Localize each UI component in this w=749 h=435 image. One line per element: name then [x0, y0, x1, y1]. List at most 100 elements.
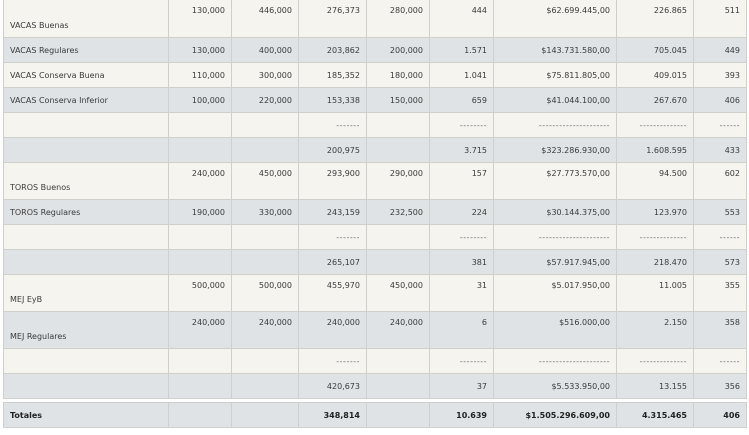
cell: 420,673 [298, 373, 367, 399]
cell: 200,975 [298, 137, 367, 163]
cell: 267.670 [616, 87, 694, 113]
cell [366, 224, 430, 250]
dash-cell: ------- [298, 224, 367, 250]
row-label: VACAS Buenas [3, 0, 169, 38]
cell: 2.150 [616, 311, 694, 349]
dash-cell: --------------------- [493, 112, 617, 138]
cell: 355 [693, 274, 747, 312]
cell: 433 [693, 137, 747, 163]
cell: 400,000 [231, 37, 299, 63]
table-row: MEJ EyB 500,000 500,000 455,970 450,000 … [3, 274, 747, 312]
cell: 240,000 [298, 311, 367, 349]
spacer-row [3, 398, 747, 403]
cell [168, 249, 232, 275]
dash-cell: -------------- [616, 348, 694, 374]
cell: $5.533.950,00 [493, 373, 617, 399]
cell: 240,000 [168, 311, 232, 349]
row-label [3, 249, 169, 275]
cell: 602 [693, 162, 747, 200]
table-row: TOROS Regulares 190,000 330,000 243,159 … [3, 199, 747, 225]
cell: 393 [693, 62, 747, 88]
separator-row: ------- -------- --------------------- -… [3, 112, 747, 138]
cell: $57.917.945,00 [493, 249, 617, 275]
table-row: MEJ Regulares 240,000 240,000 240,000 24… [3, 311, 747, 349]
cell: 94.500 [616, 162, 694, 200]
dash-cell: ------ [693, 348, 747, 374]
subtotal-row: 265,107 381 $57.917.945,00 218.470 573 [3, 249, 747, 275]
cell: 240,000 [168, 162, 232, 200]
cell: 280,000 [366, 0, 430, 38]
cell: 100,000 [168, 87, 232, 113]
cell: 190,000 [168, 199, 232, 225]
cell [366, 112, 430, 138]
cell [231, 373, 299, 399]
cell: 444 [429, 0, 494, 38]
cell: 130,000 [168, 0, 232, 38]
cell: 153,338 [298, 87, 367, 113]
row-label: VACAS Conserva Inferior [3, 87, 169, 113]
cell: 224 [429, 199, 494, 225]
cell: 240,000 [366, 311, 430, 349]
cell: 358 [693, 311, 747, 349]
dash-cell: -------- [429, 112, 494, 138]
cell: 13.155 [616, 373, 694, 399]
cell: 123.970 [616, 199, 694, 225]
cell: 1.041 [429, 62, 494, 88]
cell: 157 [429, 162, 494, 200]
cell: 446,000 [231, 0, 299, 38]
subtotal-row: 200,975 3.715 $323.286.930,00 1.608.595 … [3, 137, 747, 163]
cell: $75.811.805,00 [493, 62, 617, 88]
cell: 500,000 [168, 274, 232, 312]
cell: $323.286.930,00 [493, 137, 617, 163]
cell [168, 402, 232, 428]
cell: 31 [429, 274, 494, 312]
table-row: VACAS Conserva Buena 110,000 300,000 185… [3, 62, 747, 88]
cell [366, 348, 430, 374]
table-row: VACAS Buenas 130,000 446,000 276,373 280… [3, 0, 747, 38]
row-label: MEJ EyB [3, 274, 169, 312]
cell: 290,000 [366, 162, 430, 200]
cell [366, 402, 430, 428]
cell: 180,000 [366, 62, 430, 88]
cell: 4.315.465 [616, 402, 694, 428]
cell: 573 [693, 249, 747, 275]
cell [231, 112, 299, 138]
cell [168, 137, 232, 163]
cattle-price-table: VACAS Buenas 130,000 446,000 276,373 280… [3, 0, 747, 428]
cell [366, 137, 430, 163]
cell: 406 [693, 402, 747, 428]
cell: 553 [693, 199, 747, 225]
cell: $5.017.950,00 [493, 274, 617, 312]
cell: 130,000 [168, 37, 232, 63]
cell: 276,373 [298, 0, 367, 38]
cell: 218.470 [616, 249, 694, 275]
table-row: VACAS Conserva Inferior 100,000 220,000 … [3, 87, 747, 113]
cell [366, 373, 430, 399]
totals-row: Totales 348,814 10.639 $1.505.296.609,00… [3, 402, 747, 428]
dash-cell: --------------------- [493, 348, 617, 374]
cell [231, 402, 299, 428]
cell [168, 224, 232, 250]
cell [168, 348, 232, 374]
cell: 348,814 [298, 402, 367, 428]
cell: $41.044.100,00 [493, 87, 617, 113]
cell [366, 249, 430, 275]
row-label: TOROS Buenos [3, 162, 169, 200]
cell [231, 137, 299, 163]
cell: $27.773.570,00 [493, 162, 617, 200]
row-label [3, 373, 169, 399]
separator-row: ------- -------- --------------------- -… [3, 348, 747, 374]
row-label [3, 348, 169, 374]
cell [231, 249, 299, 275]
cell: 381 [429, 249, 494, 275]
cell: 455,970 [298, 274, 367, 312]
cell: 500,000 [231, 274, 299, 312]
cell: 511 [693, 0, 747, 38]
cell: 330,000 [231, 199, 299, 225]
dash-cell: -------- [429, 224, 494, 250]
cell: $30.144.375,00 [493, 199, 617, 225]
dash-cell: --------------------- [493, 224, 617, 250]
row-label [3, 112, 169, 138]
totals-label: Totales [3, 402, 169, 428]
cell [231, 348, 299, 374]
